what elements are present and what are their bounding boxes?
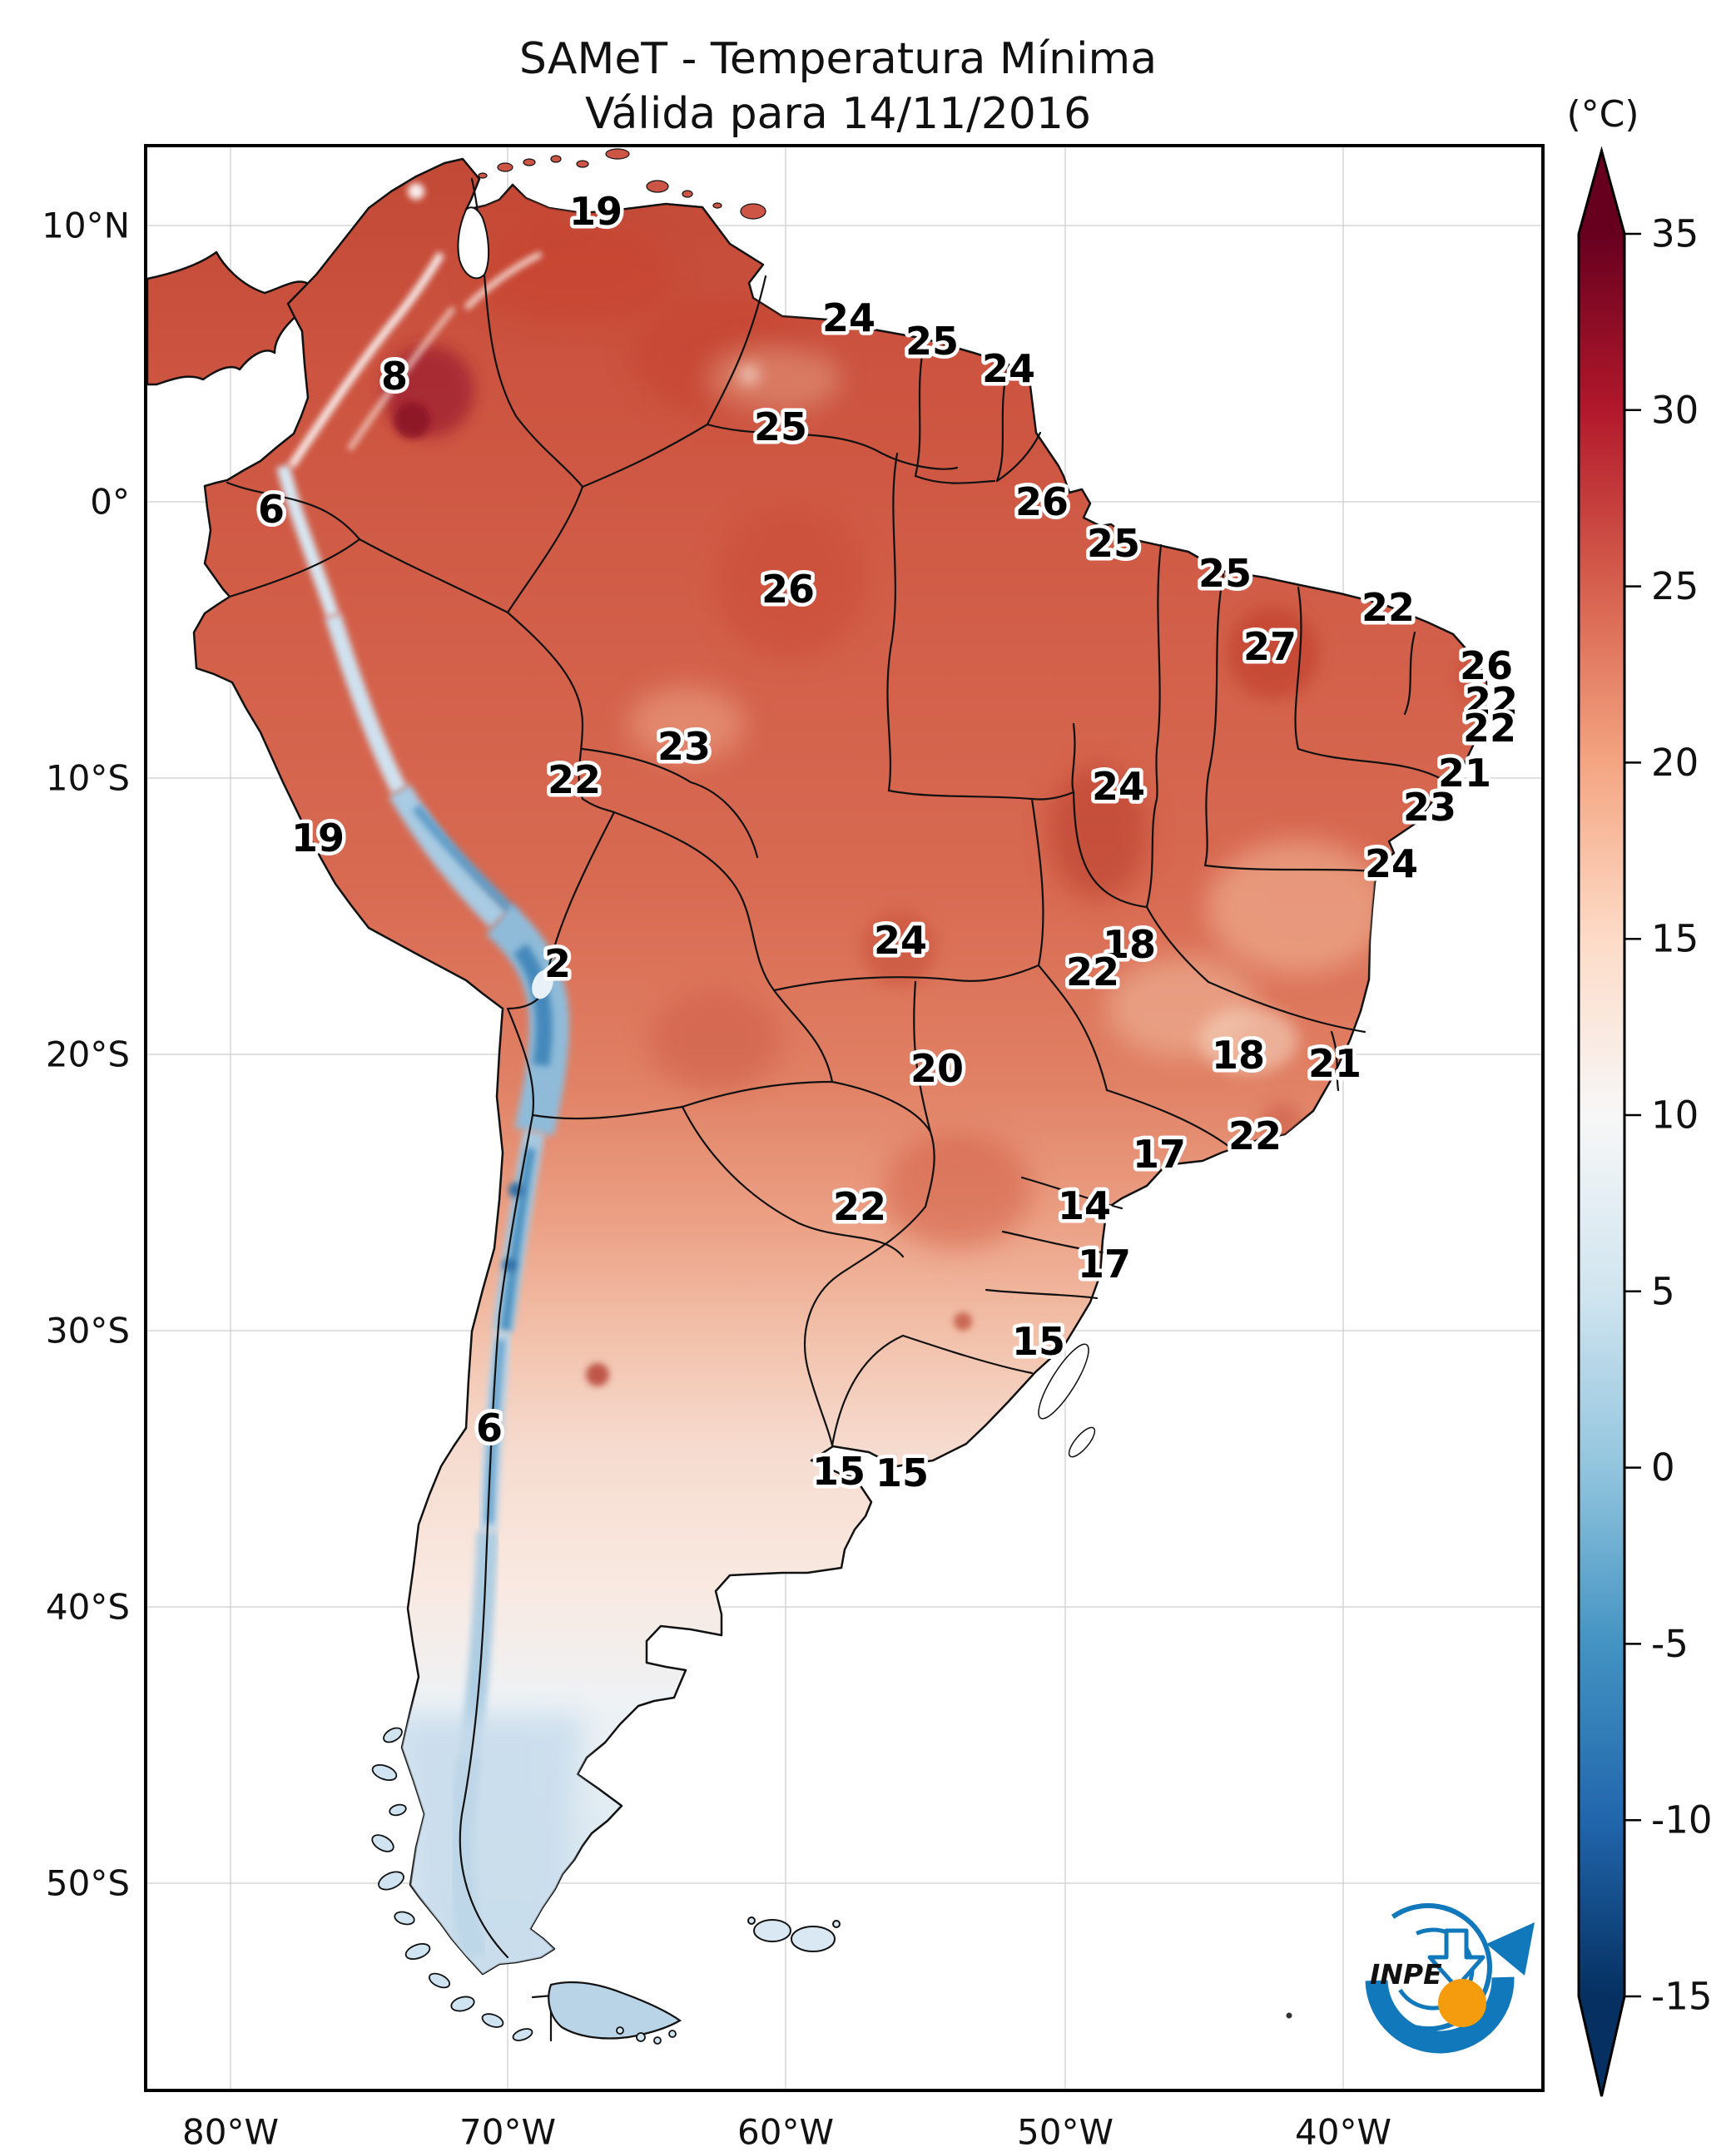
lagoa-mirim (1068, 1426, 1096, 1458)
inpe-logo-swoosh (1365, 1976, 1515, 2054)
station-temperature-label: 22 (1362, 585, 1415, 630)
tierra-del-fuego (548, 1981, 682, 2040)
lat-tick-label: 30°S (46, 1311, 130, 1351)
colorbar-tick-label: 5 (1651, 1269, 1675, 1313)
chilean-fjord-islands (371, 1727, 677, 2045)
colorbar-tick-label: 10 (1651, 1093, 1699, 1138)
station-temperature-label: 19 (291, 816, 345, 860)
station-temperature-label: 24 (982, 346, 1035, 391)
station-temperature-label: 27 (1243, 624, 1297, 669)
station-temperature-label: 24 (822, 295, 875, 340)
station-temperature-label: 2 (544, 941, 571, 986)
inpe-logo-text: INPE (1370, 1958, 1442, 1991)
station-temperature-label: 6 (258, 487, 285, 532)
axis-tick-labels: 10°N 0° 10°S 20°S 30°S 40°S 50°S 80°W 70°W 60°W 50… (42, 206, 1391, 2152)
lon-tick-label: 60°W (737, 2112, 834, 2152)
station-temperature-label: 24 (1365, 841, 1418, 886)
lat-tick-label: 40°S (46, 1587, 130, 1628)
station-temperature-label: 22 (833, 1184, 886, 1229)
caribbean-islands (478, 148, 766, 220)
station-temperature-label: 22 (1066, 950, 1119, 994)
station-temperature-label: 25 (1087, 521, 1140, 566)
station-temperature-label: 18 (1212, 1033, 1265, 1078)
lat-tick-label: 10°N (42, 206, 130, 246)
station-temperature-label: 25 (754, 404, 807, 449)
colorbar: 35 30 25 20 15 10 5 0 -5 -10 -15 (°C) (1566, 93, 1713, 2097)
south-atlantic-islet (1286, 2012, 1292, 2019)
colorbar-tick-label: 20 (1651, 741, 1699, 785)
station-temperature-label: 24 (874, 918, 927, 963)
inpe-logo-up-arrowhead (1486, 1922, 1535, 1976)
colorbar-tick-label: 30 (1651, 388, 1699, 432)
south-america-landmass (192, 157, 1488, 1976)
colorbar-arrow-above-max (1579, 151, 1624, 234)
station-temperature-label: 26 (761, 567, 815, 612)
colorbar-tick-label: 0 (1651, 1445, 1675, 1490)
station-temperature-label: 21 (1438, 751, 1491, 796)
colorbar-tick-label: -10 (1651, 1798, 1713, 1842)
lake-maracaibo (457, 206, 490, 280)
station-temperature-label: 23 (1403, 785, 1456, 830)
political-borders (226, 177, 1441, 2042)
lat-tick-label: 20°S (46, 1034, 130, 1075)
lat-tick-label: 50°S (46, 1863, 130, 1904)
station-temperature-label: 19 (569, 189, 622, 234)
station-temperature-label: 14 (1058, 1183, 1111, 1228)
station-temperature-label: 26 (1015, 479, 1069, 524)
colorbar-tick-label: 15 (1651, 917, 1699, 961)
station-temperature-label: 22 (1465, 679, 1518, 724)
inpe-logo: INPE (1364, 1903, 1535, 2054)
station-temperature-label: 21 (1308, 1041, 1362, 1086)
falkland-islands (747, 1916, 841, 1952)
inpe-logo-orange-dot (1438, 1979, 1486, 2027)
station-temperature-label: 18 (1103, 922, 1156, 967)
lon-tick-label: 70°W (459, 2112, 556, 2152)
colorbar-tick-label: -5 (1651, 1622, 1689, 1666)
colorbar-tick-label: 25 (1651, 564, 1699, 608)
station-temperature-label: 8 (381, 354, 408, 399)
colorbar-tick-label: -15 (1651, 1975, 1713, 2019)
station-temperature-label: 22 (1228, 1113, 1282, 1158)
station-temperature-label: 6 (476, 1406, 503, 1450)
colorbar-ticks: 35 30 25 20 15 10 5 0 -5 -10 -15 (1624, 212, 1713, 2019)
lat-tick-label: 0° (90, 482, 130, 523)
station-temperature-label: 25 (1198, 551, 1252, 596)
colorbar-arrow-below-min (1579, 1996, 1624, 2096)
station-temperature-label: 20 (910, 1046, 964, 1091)
colorbar-tick-label: 35 (1651, 212, 1699, 256)
lake-titicaca (532, 969, 553, 999)
station-temperature-label: 26 (1460, 643, 1513, 688)
map-frame (144, 144, 1545, 2092)
station-temperature-label: 15 (812, 1449, 866, 1494)
lon-tick-label: 50°W (1017, 2112, 1114, 2152)
station-temperature-label: 15 (1012, 1319, 1065, 1364)
lagoa-dos-patos (1038, 1343, 1089, 1420)
station-temperature-label: 22 (548, 757, 601, 802)
station-temperature-label: 25 (905, 319, 959, 364)
figure-title-line1: SAMeT - Temperatura Mínima (519, 34, 1157, 84)
station-temperature-label: 24 (1092, 764, 1145, 809)
figure-title-line2: Válida para 14/11/2016 (585, 89, 1091, 139)
lon-tick-label: 40°W (1295, 2112, 1391, 2152)
lon-tick-label: 80°W (182, 2112, 279, 2152)
lat-tick-label: 10°S (46, 758, 130, 799)
colorbar-unit-label: (°C) (1566, 93, 1639, 136)
station-temperature-label: 17 (1133, 1132, 1186, 1177)
inpe-logo-down-arrow (1427, 1928, 1486, 1990)
station-temperature-label: 15 (875, 1450, 929, 1495)
station-temperature-label: 17 (1078, 1242, 1131, 1287)
station-temperature-label: 23 (657, 724, 711, 769)
station-temperature-label: 22 (1463, 706, 1516, 751)
colorbar-gradient (1579, 234, 1624, 1996)
